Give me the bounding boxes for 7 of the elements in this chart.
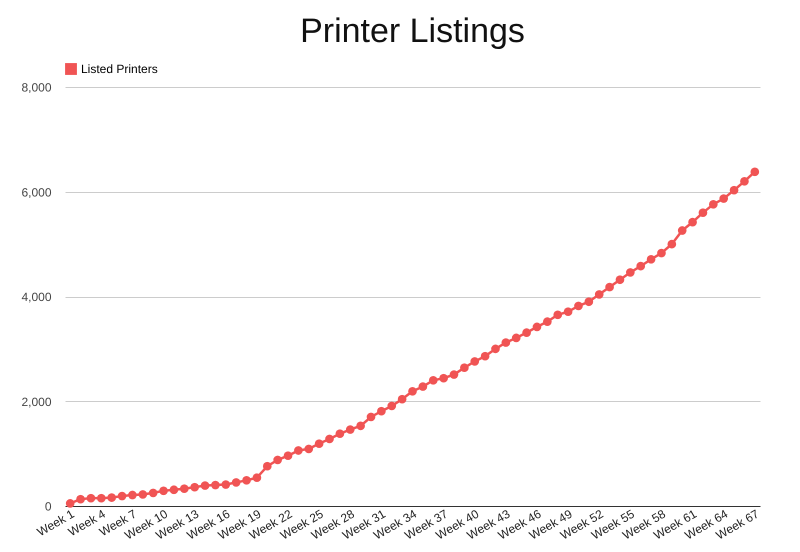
y-tick-label: 0 bbox=[44, 500, 52, 514]
y-tick-label: 8,000 bbox=[21, 80, 52, 94]
y-tick-label: 6,000 bbox=[21, 185, 52, 200]
chart-title: Printer Listings bbox=[300, 12, 525, 50]
y-tick-label: 4,000 bbox=[21, 290, 52, 304]
y-tick-label: 2,000 bbox=[21, 394, 52, 409]
legend-label: Listed Printers bbox=[81, 62, 158, 76]
